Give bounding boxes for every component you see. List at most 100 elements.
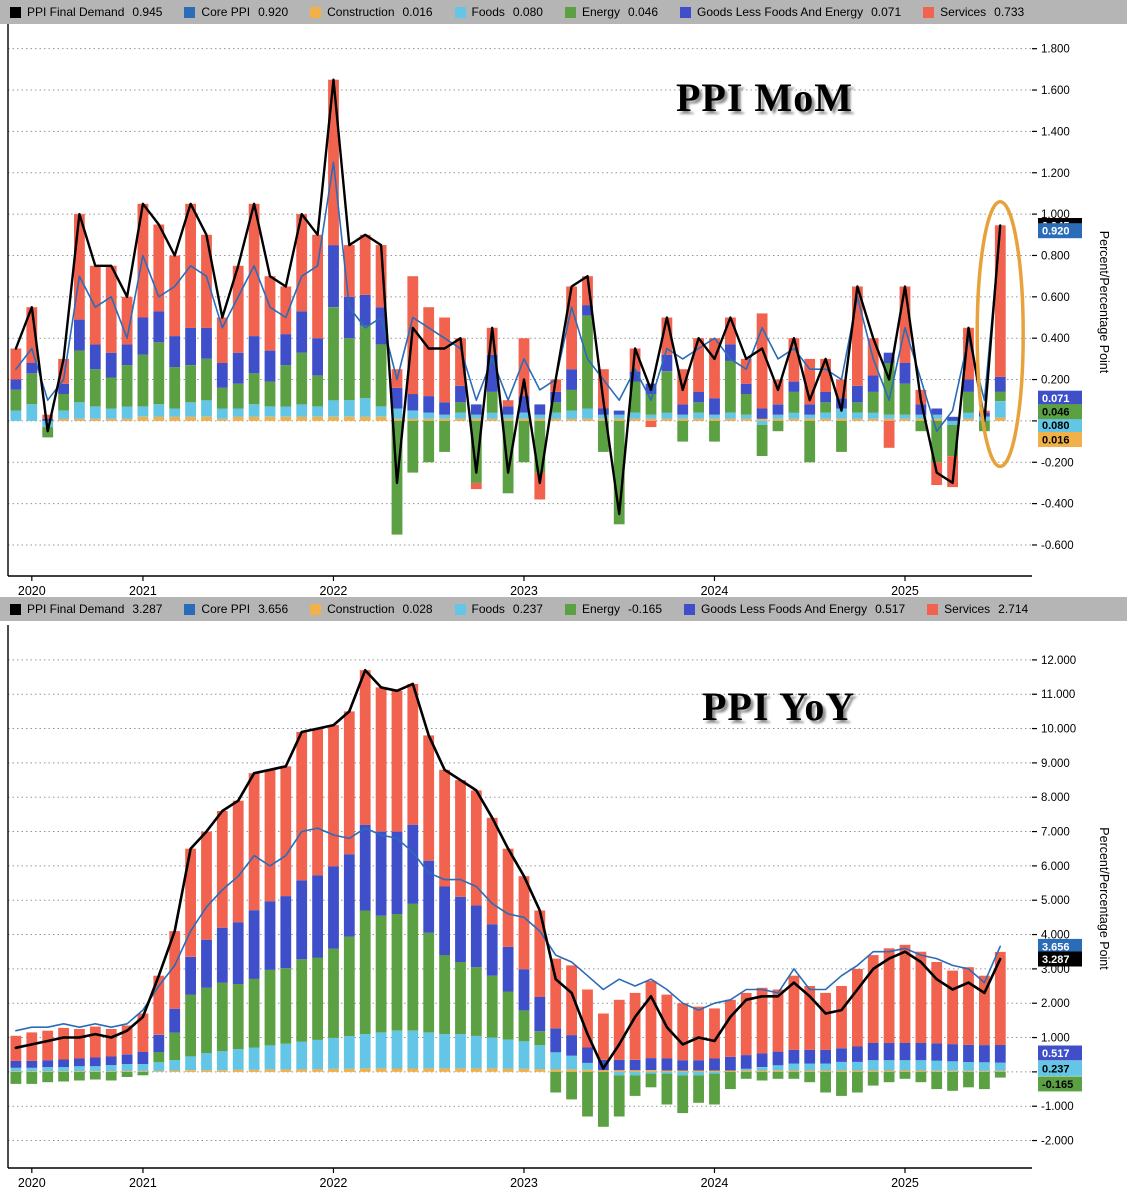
legend-item-construction[interactable]: Construction 0.028 xyxy=(310,602,433,616)
bar-segment-goods-less-foods-and-energy xyxy=(772,404,784,415)
bar-segment-foods xyxy=(264,1045,276,1070)
legend-item-core-ppi[interactable]: Core PPI 3.656 xyxy=(184,602,288,616)
bar-segment-construction xyxy=(788,418,800,421)
bar-segment-foods xyxy=(470,414,482,419)
bar-segment-goods-less-foods-and-energy xyxy=(455,385,466,403)
legend-item-energy[interactable]: Energy -0.165 xyxy=(564,602,662,616)
legend-item-foods[interactable]: Foods 0.080 xyxy=(454,5,543,19)
bar-segment-services xyxy=(963,327,974,380)
bar-segment-services xyxy=(359,670,371,825)
bar-segment-foods xyxy=(328,1037,339,1069)
bar-segment-foods xyxy=(137,1064,149,1071)
svg-text:0.237: 0.237 xyxy=(1042,1063,1070,1075)
bar-segment-services xyxy=(486,817,498,925)
legend-item-services[interactable]: Services 0.733 xyxy=(923,5,1024,19)
bar-segment-energy xyxy=(137,1071,149,1076)
bar-segment-services xyxy=(280,766,292,897)
bar-segment-foods xyxy=(693,412,704,419)
bar-segment-services xyxy=(89,265,101,345)
bar-segment-construction xyxy=(391,1068,403,1072)
bar-segment-construction xyxy=(121,418,133,421)
bar-segment-construction xyxy=(899,418,911,421)
bar-segment-foods xyxy=(216,1051,228,1071)
legend-item-goods-less-foods-and-energy[interactable]: Goods Less Foods And Energy 0.517 xyxy=(684,602,905,616)
bar-segment-services xyxy=(58,358,69,384)
bar-segment-foods xyxy=(788,412,800,419)
bar-segment-energy xyxy=(772,420,784,432)
last-value-tag-0-237: 0.237 xyxy=(1038,1060,1082,1076)
last-value-tag-0-517: 0.517 xyxy=(1038,1045,1082,1061)
bar-segment-foods xyxy=(867,412,879,419)
bar-segment-energy xyxy=(264,381,276,407)
stacked-bars xyxy=(10,670,1006,1127)
bar-segment-construction xyxy=(661,1070,673,1072)
bar-segment-energy xyxy=(613,1075,625,1117)
bar-segment-services xyxy=(852,968,863,1047)
bar-segment-energy xyxy=(26,1071,38,1084)
bar-segment-services xyxy=(439,769,450,887)
bar-segment-energy xyxy=(629,381,641,413)
bar-segment-construction xyxy=(439,418,450,421)
bar-segment-construction xyxy=(804,1070,816,1072)
bar-segment-construction xyxy=(407,1068,419,1072)
ppi-yoy-chart-area: -2.000-1.0000.0001.0002.0003.0004.0005.0… xyxy=(0,621,1127,1194)
legend-item-construction[interactable]: Construction 0.016 xyxy=(310,5,433,19)
bar-segment-goods-less-foods-and-energy xyxy=(677,1060,689,1071)
bar-segment-goods-less-foods-and-energy xyxy=(137,1052,149,1064)
y-tick-label: 0.400 xyxy=(1041,333,1070,345)
legend-item-foods[interactable]: Foods 0.237 xyxy=(454,602,543,616)
ppi-mom-panel: PPI Final Demand 0.945 Core PPI 0.920 Constr… xyxy=(0,0,1127,597)
bar-segment-services xyxy=(121,1025,133,1055)
bar-segment-goods-less-foods-and-energy xyxy=(121,1054,133,1064)
bar-segment-construction xyxy=(486,418,498,421)
bar-segment-services xyxy=(836,986,847,1049)
bar-segment-services xyxy=(725,317,736,345)
bar-segment-foods xyxy=(566,410,577,419)
bar-segment-foods xyxy=(931,414,943,419)
legend-item-core-ppi[interactable]: Core PPI 0.920 xyxy=(184,5,288,19)
bar-segment-goods-less-foods-and-energy xyxy=(407,394,419,411)
bar-segment-services xyxy=(994,951,1006,1046)
legend-item-goods-less-foods-and-energy[interactable]: Goods Less Foods And Energy 0.071 xyxy=(680,5,901,19)
bar-segment-foods xyxy=(264,406,276,417)
bar-segment-foods xyxy=(248,404,260,417)
bar-segment-energy xyxy=(10,389,22,411)
bar-segment-energy xyxy=(598,420,609,452)
bar-segment-construction xyxy=(772,418,784,421)
legend-value: 3.656 xyxy=(258,602,289,616)
line-core-ppi xyxy=(15,827,1002,1032)
svg-text:0.071: 0.071 xyxy=(1042,393,1070,405)
bar-segment-construction xyxy=(312,416,323,421)
legend-label: Construction xyxy=(327,5,395,19)
legend-label: Energy xyxy=(581,602,620,616)
bar-segment-construction xyxy=(979,1070,990,1072)
year-label: 2022 xyxy=(320,1176,348,1190)
ppi-yoy-chart[interactable]: -2.000-1.0000.0001.0002.0003.0004.0005.0… xyxy=(0,621,1127,1194)
bar-segment-foods xyxy=(486,1037,498,1069)
bar-segment-goods-less-foods-and-energy xyxy=(121,344,133,366)
bar-segment-foods xyxy=(534,1045,546,1070)
last-value-tag-0-920: 0.920 xyxy=(1038,223,1082,239)
legend-item-ppi-final-demand[interactable]: PPI Final Demand 3.287 xyxy=(10,602,162,616)
legend-value: 0.080 xyxy=(512,5,543,19)
bar-segment-construction xyxy=(534,418,546,421)
bar-segment-energy xyxy=(709,1073,720,1105)
legend-item-ppi-final-demand[interactable]: PPI Final Demand 0.945 xyxy=(10,5,162,19)
legend-swatch-icon xyxy=(454,603,466,615)
bar-segment-energy xyxy=(58,394,69,411)
bar-segment-energy xyxy=(883,1071,895,1083)
bar-segment-energy xyxy=(645,1073,657,1088)
bar-segment-construction xyxy=(645,1070,657,1072)
bar-segment-construction xyxy=(550,1069,562,1072)
bar-segment-construction xyxy=(423,1068,435,1072)
bar-segment-foods xyxy=(232,1049,244,1070)
legend-item-services[interactable]: Services 2.714 xyxy=(927,602,1028,616)
bar-segment-energy xyxy=(661,1073,673,1105)
bar-segment-goods-less-foods-and-energy xyxy=(26,1060,38,1068)
legend-item-energy[interactable]: Energy 0.046 xyxy=(564,5,658,19)
bar-segment-foods xyxy=(661,412,673,419)
ppi-mom-chart[interactable]: -0.600-0.400-0.2000.0000.2000.4000.6000.… xyxy=(0,24,1127,597)
bar-segment-energy xyxy=(836,1071,847,1096)
bar-segment-goods-less-foods-and-energy xyxy=(169,336,181,368)
bar-segment-goods-less-foods-and-energy xyxy=(502,406,514,415)
